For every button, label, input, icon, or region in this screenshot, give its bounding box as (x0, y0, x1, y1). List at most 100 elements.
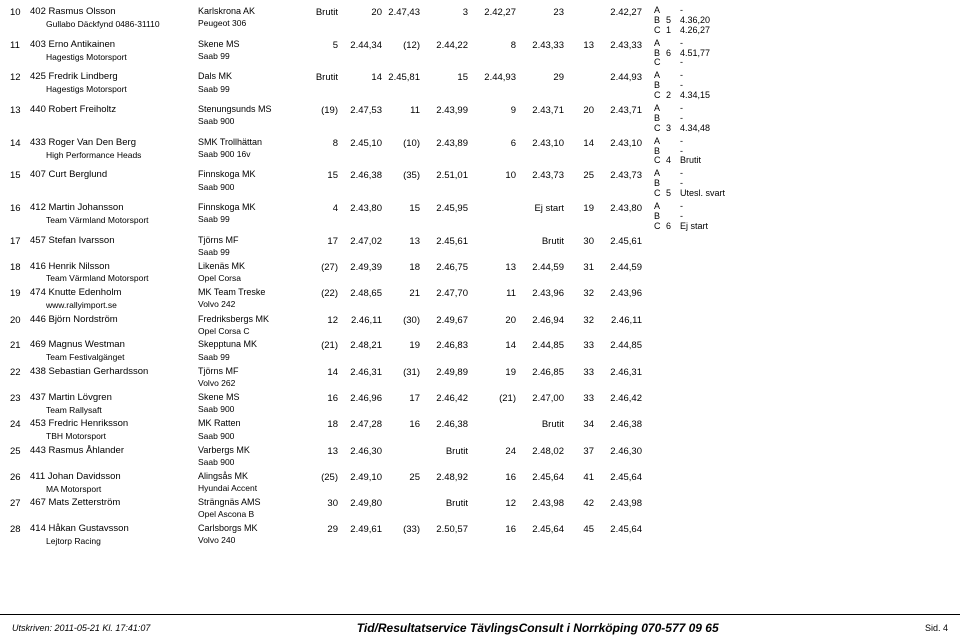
cell: 20 (468, 315, 516, 327)
cell: 11 (468, 288, 516, 300)
result-row: 21469 Magnus WestmanTeam FestivalgängetS… (10, 339, 950, 363)
cell: Brutit (516, 236, 564, 248)
cell: (27) (300, 262, 338, 274)
cell: 5 (300, 40, 338, 52)
cell: 12 (468, 498, 516, 510)
summary-block: A-B-C34.34,48 (642, 104, 737, 134)
time-columns: (25)2.49,10252.48,92162.45,64412.45,64 (300, 471, 642, 484)
car-model: Saab 900 (198, 404, 300, 415)
cell: 15 (300, 170, 338, 182)
time-columns: (21)2.48,21192.46,83142.44,85332.44,85 (300, 339, 642, 352)
cell: 2.46,38 (594, 419, 642, 431)
result-row: 15407 Curt BerglundFinnskoga MKSaab 9001… (10, 169, 950, 199)
cell: 2.44,59 (516, 262, 564, 274)
cell: (21) (468, 393, 516, 405)
summary-line: A- (654, 202, 737, 212)
cell: 2.46,85 (516, 367, 564, 379)
cell: 3 (420, 7, 468, 19)
driver-block: 440 Robert Freiholtz (30, 104, 198, 117)
club-block: Skene MSSaab 900 (198, 392, 300, 415)
car-model: Saab 900 (198, 457, 300, 468)
cell: 33 (564, 393, 594, 405)
cell: Brutit (420, 498, 468, 510)
cell: 2.45,61 (420, 236, 468, 248)
cell: 2.42,27 (594, 7, 642, 19)
cell: 2.46,30 (338, 446, 382, 458)
driver-block: 425 Fredrik LindbergHagestigs Motorsport (30, 71, 198, 95)
cell: (10) (382, 138, 420, 150)
cell: 2.45,64 (516, 524, 564, 536)
club-name: Strängnäs AMS (198, 497, 300, 508)
summary-line: A- (654, 137, 737, 147)
cell: 42 (564, 498, 594, 510)
time-columns: 302.49,80Brutit122.43,98422.43,98 (300, 497, 642, 510)
cell: 2.47,43 (382, 7, 420, 19)
position: 26 (10, 471, 30, 484)
cell: 25 (564, 170, 594, 182)
cell: 2.46,11 (338, 315, 382, 327)
car-model: Opel Corsa C (198, 326, 300, 337)
cell: (22) (300, 288, 338, 300)
cell: (33) (382, 524, 420, 536)
club-block: Tjörns MFSaab 99 (198, 235, 300, 258)
position: 18 (10, 261, 30, 274)
cell (382, 498, 420, 510)
team-name: www.rallyimport.se (30, 300, 198, 311)
team-name: Hagestigs Motorsport (30, 52, 198, 63)
driver-block: 446 Björn Nordström (30, 314, 198, 327)
cell: 2.43,99 (420, 105, 468, 117)
club-name: Skepptuna MK (198, 339, 300, 350)
team-name: High Performance Heads (30, 150, 198, 161)
position: 13 (10, 104, 30, 117)
driver-line: 443 Rasmus Åhlander (30, 445, 198, 457)
cell: 2.43,73 (594, 170, 642, 182)
cell: 2.44,85 (516, 340, 564, 352)
cell: Brutit (516, 419, 564, 431)
result-row: 20 446 Björn NordströmFredriksbergs MKOpe… (10, 314, 950, 337)
cell: 2.44,22 (420, 40, 468, 52)
cell: 13 (564, 40, 594, 52)
team-name: MA Motorsport (30, 484, 198, 495)
position: 16 (10, 202, 30, 215)
club-name: Skene MS (198, 392, 300, 403)
cell: 2.46,75 (420, 262, 468, 274)
summary-block: A-B-C5Utesl. svart (642, 169, 737, 199)
cell: 2.46,38 (420, 419, 468, 431)
driver-block: 437 Martin LövgrenTeam Rallysaft (30, 392, 198, 416)
result-row: 24453 Fredric HenrikssonTBH MotorsportMK… (10, 418, 950, 442)
cell: 2.48,21 (338, 340, 382, 352)
summary-block: A-B-C24.34,15 (642, 71, 737, 101)
cell: 2.46,83 (420, 340, 468, 352)
club-block: Fredriksbergs MKOpel Corsa C (198, 314, 300, 337)
driver-block: 403 Erno AntikainenHagestigs Motorsport (30, 39, 198, 63)
cell: 2.43,33 (594, 40, 642, 52)
driver-block: 433 Roger Van Den BergHigh Performance H… (30, 137, 198, 161)
cell: 2.48,65 (338, 288, 382, 300)
results-list: 10402 Rasmus OlssonGullabo Däckfynd 0486… (0, 0, 960, 547)
summary-line: C34.34,48 (654, 124, 737, 134)
time-columns: (27)2.49,39182.46,75132.44,59312.44,59 (300, 261, 642, 274)
car-model: Volvo 242 (198, 299, 300, 310)
cell: Brutit (300, 72, 338, 84)
cell: 13 (382, 236, 420, 248)
club-block: Skene MSSaab 99 (198, 39, 300, 62)
car-model: Volvo 240 (198, 535, 300, 546)
cell: 13 (300, 446, 338, 458)
time-columns: 82.45,10(10)2.43,8962.43,10142.43,10 (300, 137, 642, 150)
result-row: 10402 Rasmus OlssonGullabo Däckfynd 0486… (10, 6, 950, 36)
time-columns: Brutit142.45,81152.44,93292.44,93 (300, 71, 642, 84)
cell: 2.46,31 (594, 367, 642, 379)
club-block: Finnskoga MKSaab 99 (198, 202, 300, 225)
cell: (30) (382, 315, 420, 327)
position: 15 (10, 169, 30, 182)
cell: 14 (300, 367, 338, 379)
position: 10 (10, 6, 30, 19)
cell: 16 (468, 472, 516, 484)
cell: 2.45,64 (516, 472, 564, 484)
position: 14 (10, 137, 30, 150)
car-model: Hyundai Accent (198, 483, 300, 494)
cell: (21) (300, 340, 338, 352)
team-name: Team Rallysaft (30, 405, 198, 416)
time-columns: 42.43,80152.45,95Ej start192.43,80 (300, 202, 642, 215)
result-row: 25443 Rasmus ÅhlanderVarbergs MKSaab 900… (10, 445, 950, 468)
